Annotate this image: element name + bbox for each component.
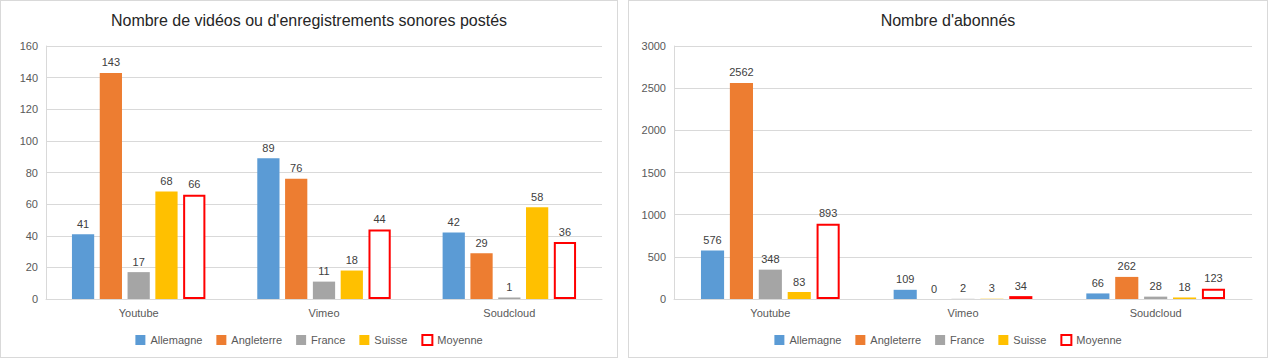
- svg-text:262: 262: [1118, 260, 1136, 272]
- svg-text:3: 3: [989, 282, 995, 294]
- svg-text:66: 66: [1092, 277, 1104, 289]
- svg-text:France: France: [311, 334, 345, 346]
- svg-text:89: 89: [262, 142, 274, 154]
- svg-text:Soudcloud: Soudcloud: [1130, 307, 1182, 319]
- svg-text:76: 76: [290, 162, 302, 174]
- svg-text:80: 80: [26, 167, 38, 179]
- svg-text:18: 18: [346, 254, 358, 266]
- svg-text:Youtube: Youtube: [119, 307, 159, 319]
- svg-text:Vimeo: Vimeo: [309, 307, 340, 319]
- svg-text:160: 160: [20, 40, 38, 52]
- svg-text:Allemagne: Allemagne: [789, 334, 841, 346]
- svg-text:348: 348: [761, 253, 779, 265]
- svg-text:109: 109: [896, 273, 914, 285]
- svg-text:1: 1: [506, 281, 512, 293]
- svg-text:17: 17: [133, 256, 145, 268]
- svg-text:2500: 2500: [642, 82, 666, 94]
- svg-text:36: 36: [559, 226, 571, 238]
- svg-text:893: 893: [819, 207, 837, 219]
- svg-text:41: 41: [77, 218, 89, 230]
- svg-text:100: 100: [20, 135, 38, 147]
- svg-text:1500: 1500: [642, 167, 666, 179]
- svg-text:Moyenne: Moyenne: [1076, 334, 1121, 346]
- svg-text:France: France: [950, 334, 984, 346]
- svg-text:0: 0: [660, 293, 666, 305]
- svg-text:120: 120: [20, 103, 38, 115]
- svg-text:3000: 3000: [642, 40, 666, 52]
- svg-text:20: 20: [26, 261, 38, 273]
- svg-text:Youtube: Youtube: [750, 307, 790, 319]
- svg-text:18: 18: [1178, 281, 1190, 293]
- svg-text:40: 40: [26, 230, 38, 242]
- svg-text:Angleterre: Angleterre: [870, 334, 921, 346]
- svg-text:140: 140: [20, 72, 38, 84]
- svg-text:Moyenne: Moyenne: [437, 334, 482, 346]
- svg-text:34: 34: [1015, 280, 1027, 292]
- svg-text:Nombre de vidéos ou d'enregist: Nombre de vidéos ou d'enregistrements so…: [111, 12, 507, 29]
- svg-text:Nombre d'abonnés: Nombre d'abonnés: [881, 12, 1016, 29]
- svg-text:Suisse: Suisse: [374, 334, 407, 346]
- svg-text:29: 29: [475, 237, 487, 249]
- svg-text:Vimeo: Vimeo: [948, 307, 979, 319]
- svg-text:66: 66: [188, 178, 200, 190]
- svg-text:500: 500: [648, 251, 666, 263]
- svg-text:Soudcloud: Soudcloud: [483, 307, 535, 319]
- svg-text:68: 68: [160, 175, 172, 187]
- svg-text:11: 11: [318, 265, 329, 277]
- svg-text:0: 0: [931, 283, 937, 295]
- svg-text:1000: 1000: [642, 209, 666, 221]
- svg-text:2562: 2562: [729, 66, 753, 78]
- svg-text:576: 576: [703, 234, 721, 246]
- svg-text:Allemagne: Allemagne: [150, 334, 202, 346]
- svg-text:60: 60: [26, 198, 38, 210]
- svg-text:2: 2: [960, 282, 966, 294]
- svg-text:143: 143: [102, 56, 120, 68]
- svg-text:58: 58: [531, 191, 543, 203]
- svg-text:28: 28: [1150, 280, 1162, 292]
- svg-text:0: 0: [32, 293, 38, 305]
- svg-text:44: 44: [373, 213, 385, 225]
- svg-text:2000: 2000: [642, 124, 666, 136]
- svg-text:123: 123: [1204, 272, 1222, 284]
- svg-text:Angleterre: Angleterre: [231, 334, 282, 346]
- svg-text:Suisse: Suisse: [1013, 334, 1046, 346]
- svg-text:42: 42: [448, 216, 460, 228]
- svg-text:83: 83: [793, 276, 805, 288]
